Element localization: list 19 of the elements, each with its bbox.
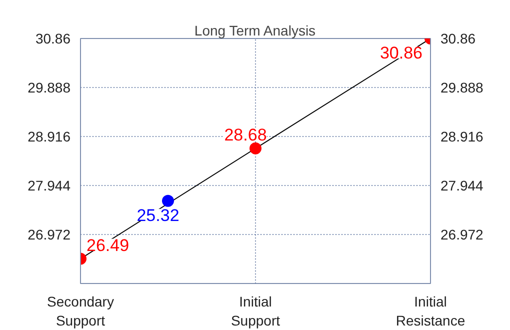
y-tick-label: 28.916 xyxy=(28,128,71,144)
x-tick-label: Initial Support xyxy=(230,294,280,329)
data-label: 28.68 xyxy=(224,125,267,144)
annotation: 25.32 xyxy=(136,206,180,225)
y-tick-label: 26.972 xyxy=(28,226,71,242)
y2-tick-label: 26.972 xyxy=(440,226,484,242)
x-tick-label: Secondary Support xyxy=(47,294,114,329)
y-tick-label: 29.888 xyxy=(28,80,71,96)
data-label: 30.86 xyxy=(380,44,423,62)
y2-tick-label: 29.888 xyxy=(440,80,484,96)
data-label: 26.49 xyxy=(86,236,130,255)
x-tick-label: Initial Resistance xyxy=(396,294,466,329)
y2-tick-label: 28.916 xyxy=(440,128,484,144)
y-tick-label: 27.944 xyxy=(28,178,71,194)
y2-tick-label: 30.86 xyxy=(440,30,476,46)
point xyxy=(162,194,174,207)
y-tick-label: 30.86 xyxy=(35,30,71,46)
y2-tick-label: 27.944 xyxy=(440,178,484,194)
chart-title: Long Term Analysis xyxy=(194,22,316,38)
